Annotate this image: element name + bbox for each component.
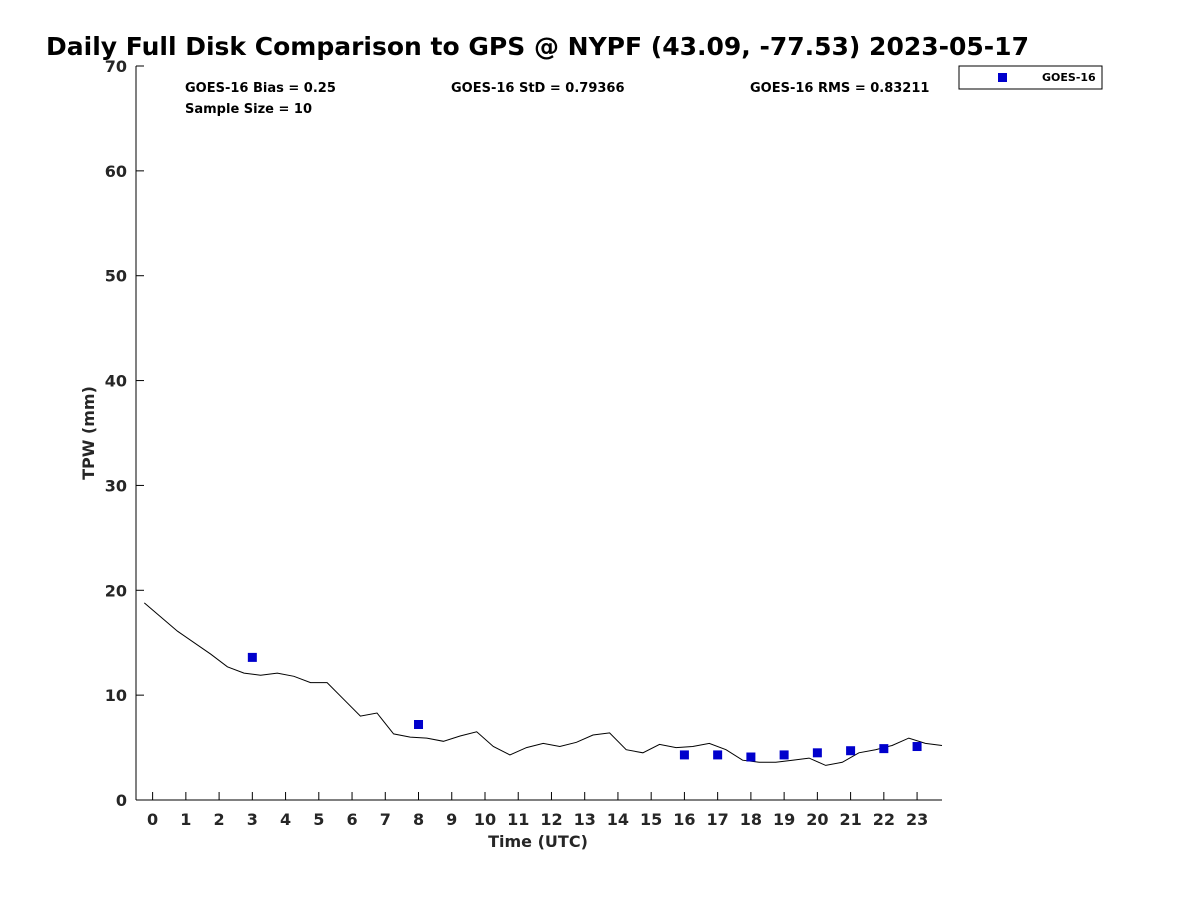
x-tick-label: 12 (540, 810, 562, 829)
y-tick-label: 10 (105, 686, 127, 705)
legend-label: GOES-16 (1042, 71, 1096, 84)
y-tick-label: 70 (105, 57, 127, 76)
x-tick-label: 18 (740, 810, 762, 829)
x-tick-label: 2 (214, 810, 225, 829)
y-tick-label: 30 (105, 476, 127, 495)
stat-sample-size: Sample Size = 10 (185, 102, 312, 117)
goes16-point (247, 652, 257, 662)
x-tick-label: 8 (413, 810, 424, 829)
goes16-point (879, 744, 889, 754)
goes16-point (679, 750, 689, 760)
x-tick-label: 7 (380, 810, 391, 829)
y-axis-label: TPW (mm) (79, 386, 98, 480)
legend-box (958, 65, 1103, 90)
legend-marker (998, 73, 1007, 82)
y-tick-label: 60 (105, 162, 127, 181)
x-ticks: 0 1 2 3 4 5 6 7 8 9 10 11 12 13 14 15 16 17 18 19 20 21 22 23 (147, 792, 928, 829)
x-tick-label: 22 (873, 810, 895, 829)
x-tick-label: 10 (474, 810, 496, 829)
goes16-point (713, 750, 723, 760)
x-tick-label: 15 (640, 810, 662, 829)
x-tick-label: 5 (313, 810, 324, 829)
x-tick-label: 19 (773, 810, 795, 829)
x-tick-label: 1 (180, 810, 191, 829)
x-tick-label: 14 (607, 810, 629, 829)
x-axis-label: Time (UTC) (488, 832, 588, 851)
x-tick-label: 0 (147, 810, 158, 829)
goes16-point (746, 752, 756, 762)
y-ticks: 0 10 20 30 40 50 60 70 (105, 57, 144, 810)
x-tick-label: 23 (906, 810, 928, 829)
gps-line-layer (143, 602, 943, 766)
stat-bias: GOES-16 Bias = 0.25 (185, 81, 336, 96)
x-tick-label: 9 (446, 810, 457, 829)
goes16-point (812, 748, 822, 758)
stat-std: GOES-16 StD = 0.79366 (451, 81, 625, 96)
stat-rms: GOES-16 RMS = 0.83211 (750, 81, 929, 96)
y-tick-label: 0 (116, 791, 127, 810)
y-tick-label: 20 (105, 581, 127, 600)
x-tick-label: 13 (574, 810, 596, 829)
chart-title: Daily Full Disk Comparison to GPS @ NYPF… (46, 32, 1029, 61)
axes (135, 66, 942, 801)
goes16-point (779, 750, 789, 760)
goes16-point (414, 720, 424, 730)
goes16-point (912, 742, 922, 752)
x-tick-label: 17 (707, 810, 729, 829)
x-tick-label: 11 (507, 810, 529, 829)
goes-points-layer (247, 652, 922, 762)
x-tick-label: 4 (280, 810, 291, 829)
gps-tpw-line (143, 602, 943, 766)
x-tick-label: 16 (673, 810, 695, 829)
legend: GOES-16 (958, 65, 1103, 90)
x-tick-label: 6 (346, 810, 357, 829)
x-tick-label: 21 (839, 810, 861, 829)
y-tick-label: 40 (105, 372, 127, 391)
goes16-point (846, 746, 856, 756)
x-tick-label: 3 (247, 810, 258, 829)
y-tick-label: 50 (105, 267, 127, 286)
x-tick-label: 20 (806, 810, 828, 829)
